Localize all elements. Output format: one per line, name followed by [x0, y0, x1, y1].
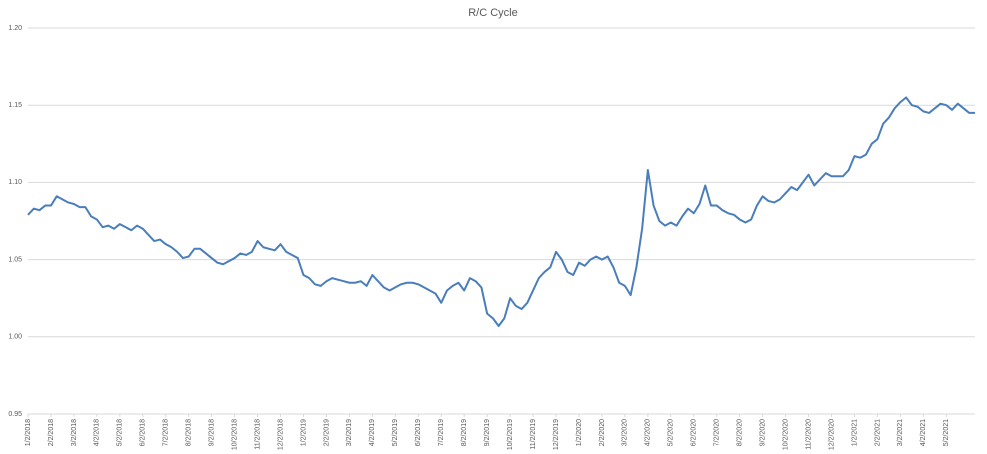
x-tick-label: 9/2/2018 [209, 419, 216, 446]
x-tick-label: 2/2/2018 [48, 419, 55, 446]
x-tick-label: 3/2/2021 [897, 419, 904, 446]
x-tick-label: 5/2/2020 [668, 419, 675, 446]
y-tick-label: 1.10 [8, 179, 22, 186]
y-tick-label: 1.05 [8, 256, 22, 263]
x-tick-label: 5/2/2021 [943, 419, 950, 446]
x-tick-label: 12/2/2018 [277, 419, 284, 450]
x-tick-label: 3/2/2018 [71, 419, 78, 446]
x-tick-label: 9/2/2020 [759, 419, 766, 446]
y-tick-label: 1.20 [8, 25, 22, 32]
y-tick-label: 0.95 [8, 411, 22, 418]
x-tick-label: 1/2/2019 [300, 419, 307, 446]
x-tick-label: 7/2/2019 [438, 419, 445, 446]
series-line [27, 96, 975, 327]
x-tick-label: 5/2/2018 [117, 419, 124, 446]
y-tick-label: 1.15 [8, 102, 22, 109]
x-tick-label: 1/2/2020 [576, 419, 583, 446]
x-tick-label: 7/2/2020 [714, 419, 721, 446]
x-tick-label: 1/2/2018 [25, 419, 32, 446]
chart-title: R/C Cycle [468, 7, 518, 19]
x-tick-label: 8/2/2018 [186, 419, 193, 446]
x-tick-label: 11/2/2019 [530, 419, 537, 450]
x-tick-label: 8/2/2019 [461, 419, 468, 446]
x-tick-label: 9/2/2019 [484, 419, 491, 446]
x-tick-label: 2/2/2021 [874, 419, 881, 446]
x-tick-label: 1/2/2021 [851, 419, 858, 446]
x-tick-label: 6/2/2018 [140, 419, 147, 446]
x-tick-label: 8/2/2020 [737, 419, 744, 446]
x-tick-label: 10/2/2019 [507, 419, 514, 450]
x-tick-label: 3/2/2020 [622, 419, 629, 446]
x-tick-label: 11/2/2018 [254, 419, 261, 450]
x-tick-label: 6/2/2019 [415, 419, 422, 446]
x-tick-label: 4/2/2019 [369, 419, 376, 446]
x-tick-label: 6/2/2020 [691, 419, 698, 446]
x-tick-label: 12/2/2019 [553, 419, 560, 450]
x-tick-label: 4/2/2020 [645, 419, 652, 446]
x-tick-label: 7/2/2018 [163, 419, 170, 446]
x-tick-label: 2/2/2019 [323, 419, 330, 446]
x-tick-label: 3/2/2019 [346, 419, 353, 446]
x-tick-label: 2/2/2020 [599, 419, 606, 446]
x-tick-label: 10/2/2018 [231, 419, 238, 450]
x-tick-label: 12/2/2020 [828, 419, 835, 450]
x-tick-label: 10/2/2020 [782, 419, 789, 450]
x-tick-label: 4/2/2018 [94, 419, 101, 446]
x-tick-label: 11/2/2020 [805, 419, 812, 450]
y-tick-label: 1.00 [8, 334, 22, 341]
x-tick-label: 5/2/2019 [392, 419, 399, 446]
x-tick-label: 4/2/2021 [920, 419, 927, 446]
